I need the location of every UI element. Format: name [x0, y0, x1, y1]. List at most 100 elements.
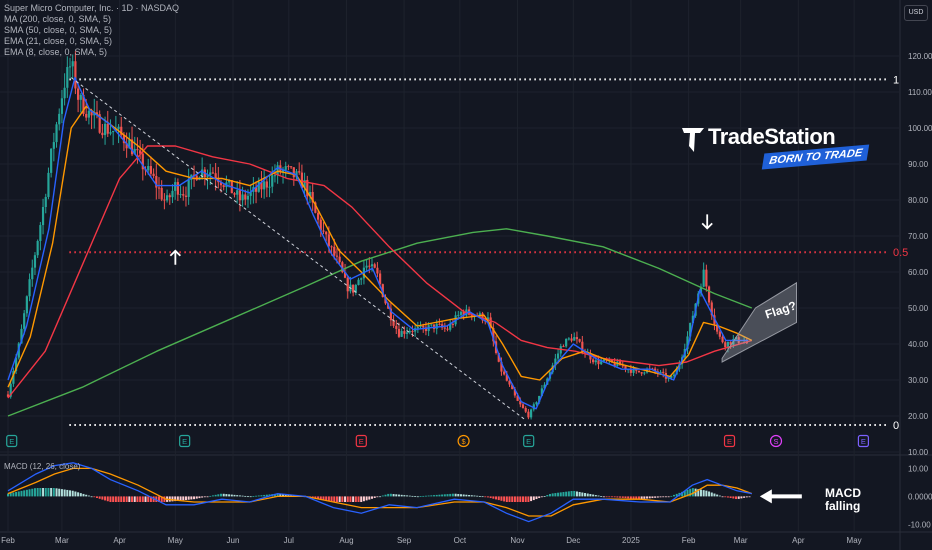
x-tick-label: Jun: [227, 536, 240, 545]
macd-histogram-bar: [446, 494, 449, 497]
candle-body: [222, 185, 225, 188]
candle-body: [724, 342, 727, 348]
macd-histogram-bar: [125, 496, 128, 502]
candle-body: [168, 195, 171, 198]
macd-histogram-bar: [257, 495, 260, 497]
macd-histogram-bar: [201, 496, 204, 498]
macd-histogram-bar: [389, 493, 392, 497]
candle-body: [325, 231, 328, 235]
candle-body: [263, 181, 266, 190]
x-tick-label: Apr: [113, 536, 126, 545]
candle-body: [292, 167, 295, 178]
macd-histogram-bar: [93, 496, 96, 498]
candle-body: [443, 327, 446, 329]
candle-body: [373, 264, 376, 268]
candle-body: [68, 66, 72, 68]
macd-histogram-bar: [726, 496, 729, 498]
macd-histogram-bar: [597, 495, 600, 497]
macd-legend[interactable]: MACD (12, 26, close): [4, 462, 81, 471]
macd-histogram-bar: [635, 496, 638, 499]
macd-histogram-bar: [376, 496, 379, 498]
macd-histogram-bar: [344, 496, 347, 502]
macd-histogram-bar: [206, 496, 209, 498]
candle-body: [624, 365, 627, 370]
macd-histogram-bar: [211, 495, 214, 497]
macd-histogram-bar: [74, 491, 77, 497]
macd-histogram-bar: [17, 491, 20, 497]
candle-body: [184, 195, 188, 197]
macd-histogram-bar: [265, 494, 268, 497]
candle-body: [284, 166, 287, 170]
legend-ema21[interactable]: EMA (21, close, 0, SMA, 5): [4, 36, 113, 46]
macd-histogram-bar: [85, 494, 88, 497]
macd-histogram-bar: [497, 496, 500, 501]
macd-histogram-bar: [284, 494, 287, 497]
candle-body: [397, 328, 401, 337]
macd-histogram-bar: [28, 489, 31, 497]
macd-histogram-bar: [338, 496, 341, 502]
macd-histogram-bar: [112, 496, 115, 502]
candle-body: [120, 126, 123, 135]
candle-body: [670, 375, 673, 378]
legend-sma50[interactable]: SMA (50, close, 0, SMA, 5): [4, 25, 113, 35]
legend-ma200[interactable]: MA (200, close, 0, SMA, 5): [4, 14, 112, 24]
macd-histogram-bar: [82, 493, 85, 497]
macd-histogram-bar: [478, 496, 481, 497]
candle-body: [659, 371, 662, 374]
event-label: E: [861, 437, 866, 446]
ma200-line: [7, 228, 753, 417]
candle-body: [478, 313, 481, 317]
macd-histogram-bar: [740, 496, 743, 499]
candle-body: [686, 336, 689, 349]
candle-body: [333, 246, 336, 256]
macd-histogram-bar: [371, 496, 374, 499]
macd-histogram-bar: [141, 496, 144, 502]
candle-body: [538, 395, 541, 403]
candle-body: [416, 327, 419, 329]
macd-histogram-bar: [190, 496, 193, 500]
candle-body: [276, 165, 279, 176]
candle-body: [497, 352, 500, 362]
candle-body: [176, 182, 179, 195]
y-tick-label: 40.00: [908, 340, 929, 349]
macd-histogram-bar: [441, 494, 444, 497]
x-tick-label: Aug: [339, 536, 353, 545]
candle-body: [562, 346, 565, 348]
macd-histogram-bar: [659, 496, 662, 498]
macd-histogram-bar: [179, 496, 182, 501]
macd-histogram-bar: [608, 496, 611, 498]
macd-histogram-bar: [341, 496, 344, 502]
candle-body: [640, 372, 643, 374]
macd-histogram-bar: [42, 488, 45, 497]
macd-histogram-bar: [330, 496, 333, 502]
candle-body: [592, 359, 595, 363]
macd-histogram-bar: [605, 496, 608, 498]
macd-histogram-bar: [578, 491, 581, 497]
candle-body: [219, 182, 223, 186]
candle-body: [705, 269, 708, 287]
macd-histogram-bar: [352, 496, 355, 502]
macd-histogram-bar: [335, 496, 338, 502]
macd-histogram-bar: [79, 493, 82, 497]
macd-histogram-bar: [465, 494, 468, 497]
event-label: E: [526, 437, 531, 446]
fib-level-label: 0: [893, 420, 899, 432]
currency-button[interactable]: USD: [904, 5, 928, 21]
macd-histogram-bar: [357, 496, 360, 502]
macd-histogram-bar: [546, 495, 549, 497]
candle-body: [238, 190, 241, 201]
candle-body: [298, 171, 301, 173]
candle-body: [268, 186, 271, 188]
legend-ema8[interactable]: EMA (8, close, 0, SMA, 5): [4, 47, 108, 57]
macd-histogram-bar: [131, 496, 134, 502]
candle-body: [112, 130, 115, 133]
candle-body: [33, 255, 37, 268]
macd-histogram-bar: [25, 489, 28, 497]
macd-histogram-bar: [187, 496, 190, 500]
macd-histogram-bar: [586, 493, 589, 497]
macd-histogram-bar: [198, 496, 201, 499]
candle-body: [643, 372, 646, 374]
macd-histogram-bar: [651, 496, 654, 499]
candle-body: [90, 110, 93, 116]
